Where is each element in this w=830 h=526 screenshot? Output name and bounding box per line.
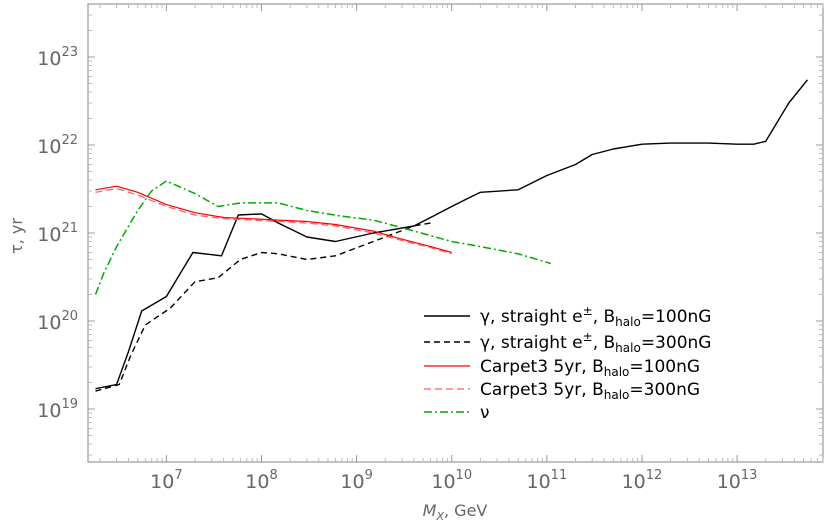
- y-tick-exponent: 20: [61, 309, 78, 324]
- legend-label-2: γ, straight e±, Bhalo=300nG: [480, 330, 711, 355]
- x-axis-label-sub: X: [435, 510, 444, 523]
- legend-label-4: Carpet3 5yr, Bhalo=300nG: [480, 380, 700, 402]
- y-tick-label: 1022: [37, 133, 78, 158]
- x-tick-base: 10: [717, 471, 741, 493]
- x-tick-exponent: 12: [646, 468, 663, 483]
- x-tick-base: 10: [150, 471, 174, 493]
- legend-label-tail: =100nG: [641, 307, 712, 327]
- legend-label-main: Carpet3 5yr,: [480, 380, 587, 400]
- x-tick-base: 10: [245, 471, 269, 493]
- x-axis-label-main: M: [423, 501, 437, 520]
- legend-label-sub: halo: [615, 341, 641, 355]
- x-tick-base: 10: [622, 471, 646, 493]
- y-tick-label: 1019: [37, 397, 78, 422]
- legend-label-tail: =100nG: [629, 357, 700, 377]
- x-tick-label: 1012: [622, 468, 663, 493]
- x-tick-label: 1011: [526, 468, 567, 493]
- legend-label-mid: B: [587, 380, 604, 400]
- series-line-3: [95, 185, 452, 254]
- y-tick-base: 10: [37, 48, 61, 70]
- y-tick-exponent: 22: [61, 133, 78, 148]
- y-tick-base: 10: [37, 400, 61, 422]
- x-axis-ticks: 107 108 109 1010 1011 1012 1013: [99, 4, 824, 493]
- y-axis-label: τ, yr: [7, 218, 26, 254]
- series-line-5: [94, 180, 552, 295]
- x-tick-base: 10: [526, 471, 550, 493]
- legend-label-main: γ, straight e: [480, 307, 583, 327]
- x-tick-exponent: 11: [551, 468, 568, 483]
- x-axis-label-rest: , GeV: [444, 501, 487, 520]
- legend-label-mid: , B: [593, 333, 615, 353]
- y-tick-exponent: 19: [61, 397, 78, 412]
- legend-label-1: γ, straight e±, Bhalo=100nG: [480, 304, 711, 329]
- y-tick-exponent: 21: [61, 221, 78, 236]
- x-tick-exponent: 7: [174, 468, 182, 483]
- x-axis-label: MX, GeV: [423, 501, 488, 523]
- x-tick-label: 1013: [717, 468, 758, 493]
- series-line-1: [95, 79, 809, 390]
- legend-label-sup: ±: [583, 330, 593, 344]
- x-tick-base: 10: [431, 471, 455, 493]
- x-tick-exponent: 9: [365, 468, 373, 483]
- y-tick-exponent: 23: [61, 45, 78, 60]
- series-line-2: [95, 222, 431, 392]
- series-line-4: [95, 187, 452, 255]
- x-tick-exponent: 8: [269, 468, 277, 483]
- series-lines: [94, 79, 809, 392]
- y-tick-label: 1021: [37, 221, 78, 246]
- y-tick-base: 10: [37, 224, 61, 246]
- plot-frame: [87, 3, 824, 463]
- legend-label-sub: halo: [604, 388, 630, 402]
- y-tick-label: 1020: [37, 309, 78, 334]
- y-tick-base: 10: [37, 136, 61, 158]
- legend-label-5: ν: [480, 403, 490, 423]
- legend-label-tail: =300nG: [629, 380, 700, 400]
- x-tick-label: 108: [245, 468, 277, 493]
- y-tick-base: 10: [37, 312, 61, 334]
- x-tick-label: 109: [340, 468, 372, 493]
- x-tick-exponent: 13: [741, 468, 758, 483]
- legend-label-main: γ, straight e: [480, 333, 583, 353]
- legend-label-3: Carpet3 5yr, Bhalo=100nG: [480, 357, 700, 379]
- legend-label-main: Carpet3 5yr,: [480, 357, 587, 377]
- x-tick-exponent: 10: [456, 468, 473, 483]
- legend-label-tail: =300nG: [641, 333, 712, 353]
- legend-label-main: ν: [480, 403, 490, 423]
- legend-label-sub: halo: [615, 315, 641, 329]
- x-tick-base: 10: [340, 471, 364, 493]
- legend-label-mid: , B: [593, 307, 615, 327]
- x-tick-label: 1010: [431, 468, 472, 493]
- legend-label-sup: ±: [583, 304, 593, 318]
- legend-label-mid: B: [587, 357, 604, 377]
- y-tick-label: 1023: [37, 45, 78, 70]
- legend-label-sub: halo: [604, 365, 630, 379]
- x-tick-label: 107: [150, 468, 182, 493]
